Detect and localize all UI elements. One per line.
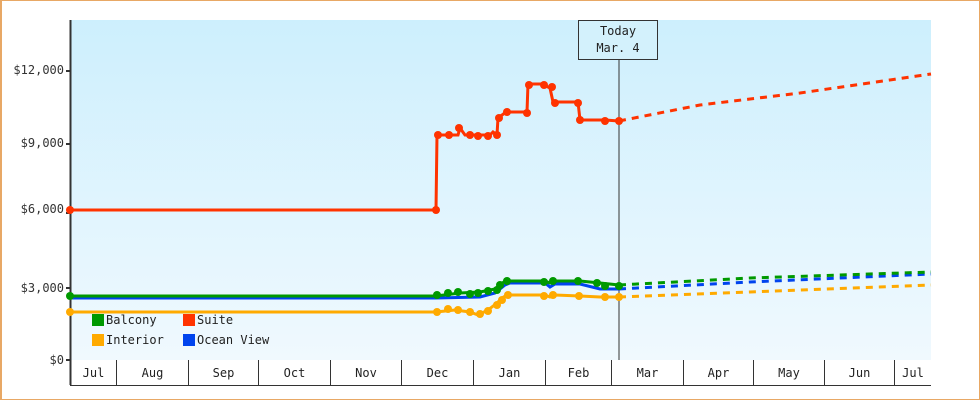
x-tick-label: Aug (116, 360, 188, 385)
legend-item-ocean-view: Ocean View (183, 333, 269, 347)
today-marker: Today Mar. 4 (578, 20, 658, 60)
x-tick-label: May (753, 360, 824, 385)
y-tick-label: $9,000 (20, 136, 64, 150)
x-tick-label: Mar (611, 360, 683, 385)
x-tick-label: Jul (70, 360, 116, 385)
y-tick-label: $3,000 (20, 281, 64, 295)
x-tick-label: Apr (683, 360, 753, 385)
x-tick-label: Nov (330, 360, 401, 385)
x-tick-label: Oct (258, 360, 330, 385)
legend-item-interior: Interior (92, 333, 164, 347)
y-tick-label: $6,000 (20, 202, 64, 216)
x-tick-label: Jul (894, 360, 931, 385)
x-tick-label: Jan (473, 360, 545, 385)
x-tick-label: Jun (824, 360, 894, 385)
today-label: Today (599, 24, 637, 38)
y-tick-label: $12,000 (13, 63, 64, 77)
legend-item-balcony: Balcony (92, 313, 157, 327)
x-tick-label: Feb (545, 360, 611, 385)
legend-item-suite: Suite (183, 313, 233, 327)
x-tick-label: Sep (188, 360, 258, 385)
y-tick-label: $0 (49, 353, 64, 367)
x-axis: Jul Aug Sep Oct Nov Dec Jan Feb Mar Apr … (70, 360, 931, 386)
x-tick-label: Dec (401, 360, 473, 385)
today-date: Mar. 4 (596, 41, 640, 55)
